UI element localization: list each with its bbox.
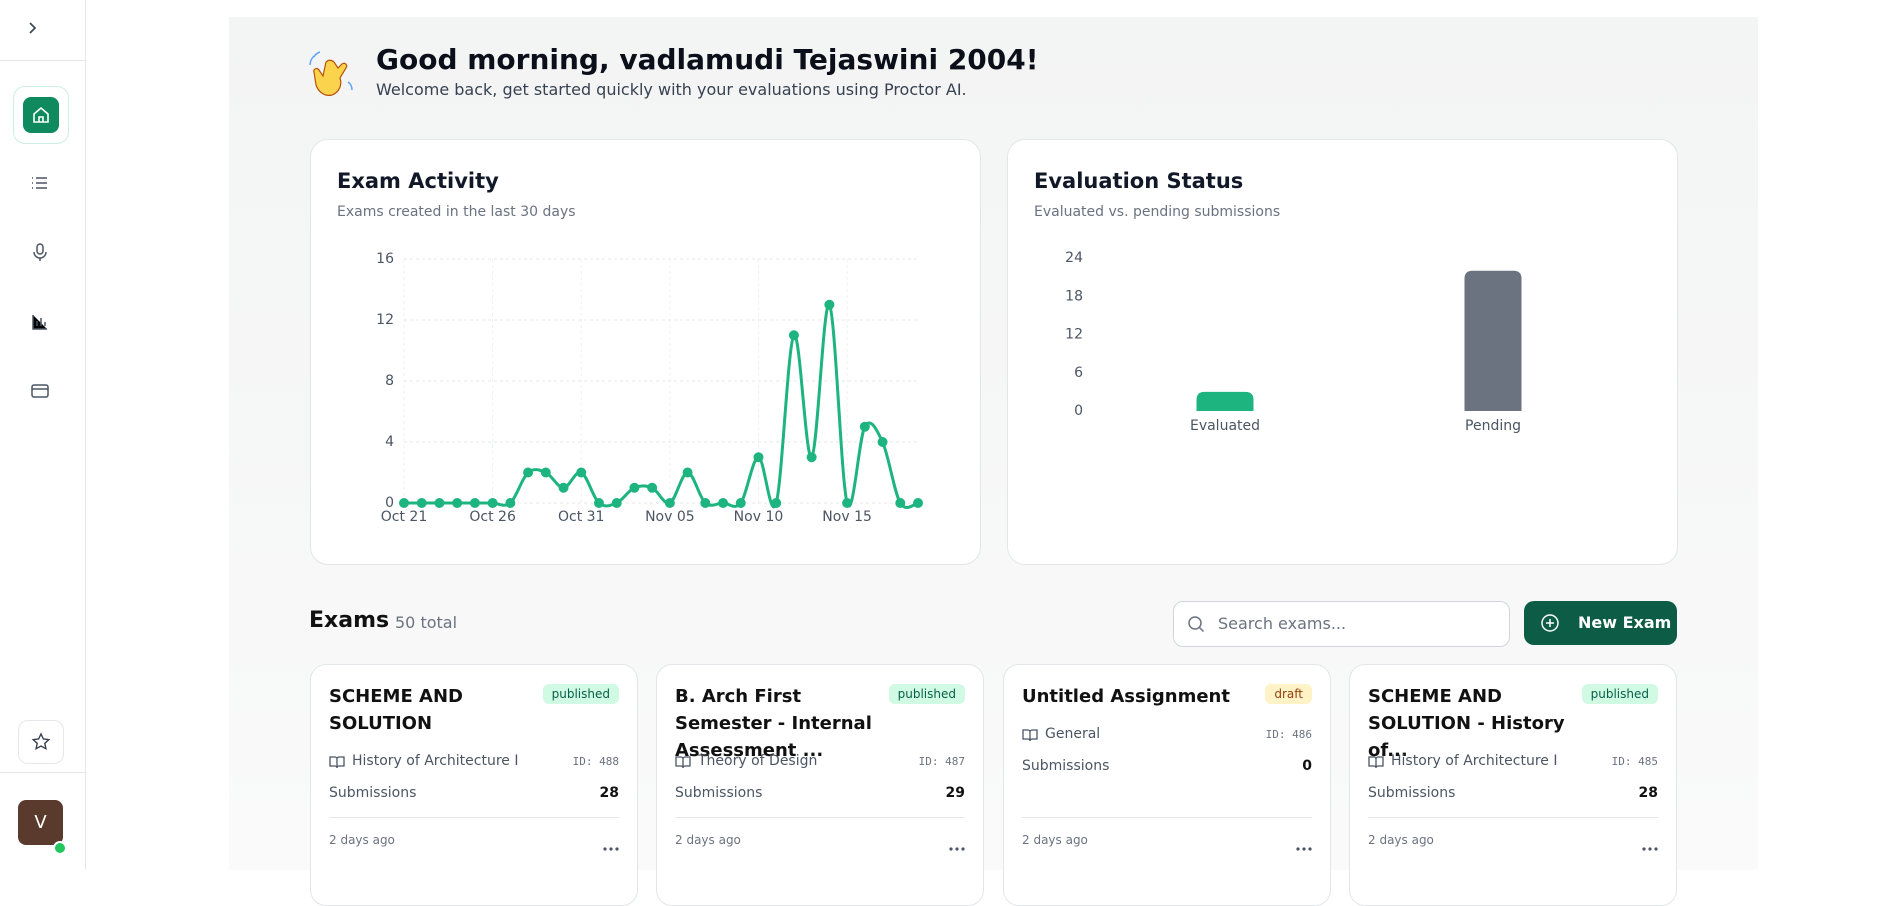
time: 2 days ago — [329, 833, 395, 847]
new-exam-button[interactable]: New Exam — [1524, 601, 1677, 645]
activity-card: Exam Activity Exams created in the last … — [310, 139, 981, 565]
card-icon[interactable] — [30, 381, 50, 401]
page: V Good morning, vadlamudi Tejaswini 2004… — [0, 0, 1758, 906]
divider — [329, 817, 619, 818]
card-subtitle: Evaluated vs. pending submissions — [1034, 204, 1281, 220]
exam-title: SCHEME AND SOLUTION — [329, 686, 463, 734]
search-placeholder: Search exams... — [1218, 614, 1347, 633]
mic-icon[interactable] — [30, 242, 50, 262]
list-icon[interactable] — [30, 173, 50, 193]
sidebar: V — [0, 0, 86, 870]
wave-emoji — [309, 51, 353, 96]
submissions-label: Submissions — [1022, 758, 1110, 774]
menu-button[interactable] — [1642, 837, 1658, 851]
greeting-subtitle: Welcome back, get started quickly with y… — [376, 80, 967, 99]
time: 2 days ago — [1022, 833, 1088, 847]
home-button[interactable] — [13, 86, 69, 144]
exam-id: ID: 487 — [918, 755, 965, 768]
submissions-count: 28 — [599, 785, 619, 801]
chart-icon[interactable] — [30, 312, 50, 332]
status-badge: draft — [1265, 684, 1312, 704]
exam-card[interactable]: Untitled Assignment draft General ID: 486 Su… — [1003, 664, 1331, 906]
divider — [1022, 817, 1312, 818]
status-badge: published — [1581, 684, 1658, 704]
exams-total: 50 total — [395, 613, 458, 632]
menu-button[interactable] — [949, 837, 965, 851]
status-card: Evaluation Status Evaluated vs. pending … — [1007, 139, 1678, 565]
online-dot — [53, 841, 67, 855]
card-title: Exam Activity — [337, 169, 499, 193]
expand-icon[interactable] — [22, 18, 42, 38]
greeting-title: Good morning, vadlamudi Tejaswini 2004! — [376, 43, 1039, 76]
divider — [675, 817, 965, 818]
subject: History of Architecture I — [1391, 753, 1558, 769]
exams-title: Exams — [309, 608, 390, 633]
card-title: Evaluation Status — [1034, 169, 1244, 193]
time: 2 days ago — [675, 833, 741, 847]
exam-card[interactable]: B. Arch First Semester - Internal Assess… — [656, 664, 984, 906]
exam-id: ID: 488 — [572, 755, 619, 768]
exam-id: ID: 486 — [1265, 728, 1312, 741]
new-exam-label: New Exam — [1578, 613, 1672, 632]
exam-card[interactable]: SCHEME AND SOLUTION published History of A… — [310, 664, 638, 906]
submissions-count: 29 — [945, 785, 965, 801]
exam-title: B. Arch First Semester - Internal Assess… — [675, 686, 872, 761]
search-box[interactable]: Search exams... — [1173, 601, 1510, 647]
submissions-label: Submissions — [675, 785, 763, 801]
submissions-count: 0 — [1302, 758, 1312, 774]
status-badge: published — [888, 684, 965, 704]
exam-title: Untitled Assignment — [1022, 686, 1230, 707]
card-subtitle: Exams created in the last 30 days — [337, 204, 576, 220]
exam-id: ID: 485 — [1611, 755, 1658, 768]
exam-card[interactable]: SCHEME AND SOLUTION - History of... publi… — [1349, 664, 1677, 906]
time: 2 days ago — [1368, 833, 1434, 847]
divider — [1368, 817, 1658, 818]
menu-button[interactable] — [603, 837, 619, 851]
menu-button[interactable] — [1296, 837, 1312, 851]
subject: Theory of Design — [698, 753, 818, 769]
favorites-button[interactable] — [18, 720, 64, 764]
exam-title: SCHEME AND SOLUTION - History of... — [1368, 686, 1565, 761]
submissions-label: Submissions — [1368, 785, 1456, 801]
submissions-label: Submissions — [329, 785, 417, 801]
avatar[interactable]: V — [18, 800, 63, 845]
subject: General — [1045, 726, 1101, 742]
subject: History of Architecture I — [352, 753, 519, 769]
submissions-count: 28 — [1638, 785, 1658, 801]
status-badge: published — [542, 684, 619, 704]
